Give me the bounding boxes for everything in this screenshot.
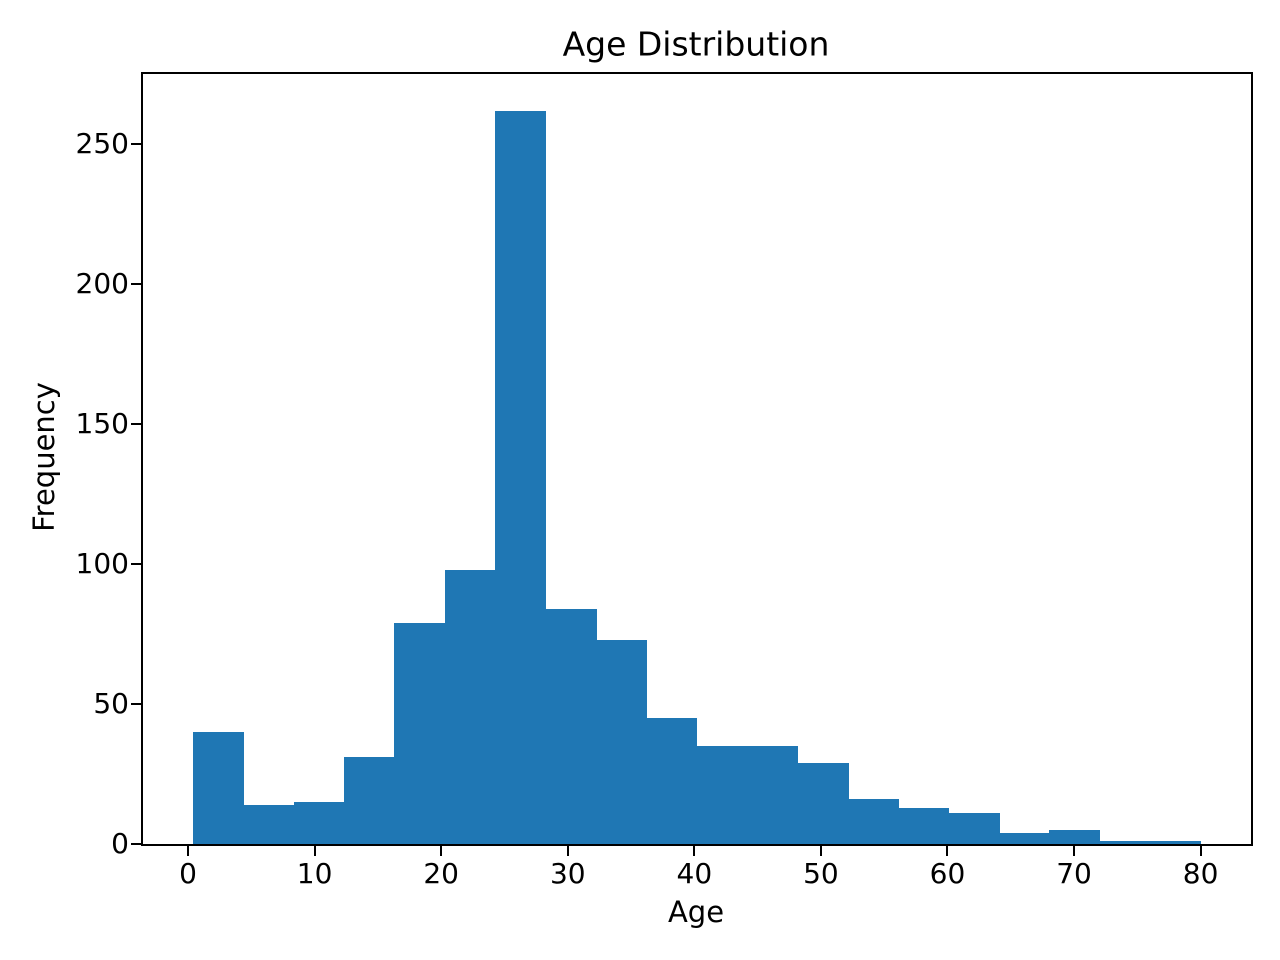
x-tick-mark (187, 846, 190, 856)
histogram-bar (193, 732, 244, 844)
y-axis-label: Frequency (27, 382, 61, 532)
x-tick-label: 20 (423, 857, 460, 890)
histogram-bar (848, 799, 899, 844)
x-tick-label: 60 (929, 857, 966, 890)
histogram-bar (1049, 830, 1100, 844)
y-tick-label: 0 (111, 827, 129, 860)
x-tick-label: 30 (549, 857, 586, 890)
histogram-bar (948, 813, 1000, 844)
y-tick-label: 100 (75, 547, 129, 581)
plot-area: 0 10 20 30 40 50 60 70 80 0 50 100 150 200 250 (76, 72, 1253, 888)
histogram-bar (1150, 841, 1201, 844)
histogram-bar (999, 832, 1050, 844)
histogram-bar (797, 762, 849, 844)
x-axis-label: Age (667, 895, 725, 929)
histogram-bar (394, 622, 446, 844)
x-tick-label: 50 (803, 857, 839, 890)
y-tick-label: 250 (75, 127, 129, 161)
histogram-bar (344, 757, 395, 844)
histogram-bar (747, 746, 798, 844)
y-tick-mark (131, 843, 141, 845)
histogram-bar (294, 802, 345, 844)
x-tick-label: 80 (1182, 857, 1219, 890)
histogram-bar (495, 110, 546, 844)
x-tick-mark (946, 846, 949, 856)
y-tick-mark (131, 563, 141, 566)
x-tick-label: 0 (179, 857, 197, 890)
x-tick-mark (819, 846, 822, 856)
x-tick-mark (566, 846, 569, 856)
x-tick-mark (1199, 846, 1202, 856)
histogram-bar (697, 746, 748, 844)
histogram-bar (243, 804, 295, 844)
y-tick-label: 200 (75, 267, 129, 301)
y-tick-label: 150 (75, 407, 129, 441)
x-tick-label: 10 (296, 857, 333, 890)
y-tick-mark (131, 143, 141, 146)
histogram-bar (1099, 841, 1151, 844)
x-tick-mark (440, 846, 443, 856)
y-tick-label: 50 (93, 687, 129, 721)
x-tick-mark (313, 846, 316, 856)
histogram-bar (445, 569, 496, 844)
x-tick-mark (1073, 846, 1076, 856)
histogram-bar (545, 608, 597, 844)
x-tick-label: 70 (1056, 857, 1092, 890)
x-tick-mark (693, 846, 696, 856)
y-tick-mark (131, 283, 141, 286)
histogram-bar (898, 807, 949, 844)
x-tick-label: 40 (676, 857, 713, 890)
y-tick-mark (131, 703, 141, 706)
histogram-bar (646, 718, 697, 844)
histogram-bar (596, 639, 647, 844)
chart-title: Age Distribution (562, 24, 830, 64)
y-tick-mark (131, 423, 141, 426)
